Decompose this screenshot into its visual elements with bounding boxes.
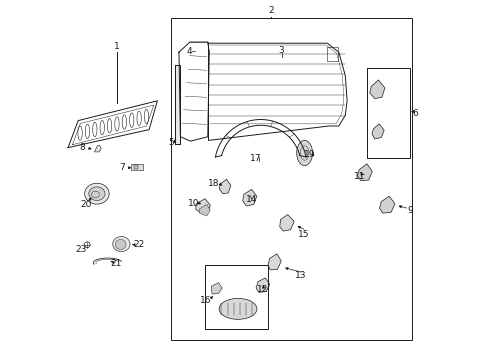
Polygon shape — [369, 80, 384, 99]
Polygon shape — [379, 196, 394, 213]
Text: 14: 14 — [245, 195, 257, 204]
Text: 10: 10 — [188, 199, 200, 208]
Bar — [134, 165, 137, 169]
Bar — [326, 47, 337, 61]
Polygon shape — [279, 215, 294, 231]
Bar — [170, 18, 411, 340]
Text: 6: 6 — [412, 109, 418, 118]
Text: 18: 18 — [208, 179, 219, 188]
Polygon shape — [267, 254, 281, 270]
Text: 4: 4 — [186, 47, 192, 56]
Text: 9: 9 — [407, 206, 412, 215]
Polygon shape — [94, 145, 101, 152]
Text: 23: 23 — [75, 245, 86, 253]
Text: 5: 5 — [168, 138, 174, 147]
Polygon shape — [211, 283, 222, 294]
Text: 17: 17 — [249, 154, 261, 163]
Text: 22: 22 — [134, 240, 145, 249]
Polygon shape — [196, 199, 210, 213]
Polygon shape — [371, 124, 384, 139]
Ellipse shape — [219, 298, 256, 319]
Ellipse shape — [115, 239, 126, 249]
Text: 15: 15 — [298, 230, 309, 239]
Bar — [131, 164, 142, 170]
Polygon shape — [357, 164, 371, 181]
Text: 12: 12 — [256, 285, 267, 294]
Polygon shape — [219, 179, 230, 194]
Polygon shape — [256, 278, 269, 292]
Text: 19: 19 — [303, 150, 314, 159]
Text: 11: 11 — [353, 172, 365, 181]
Text: 2: 2 — [268, 6, 274, 15]
Bar — [366, 68, 409, 158]
Ellipse shape — [84, 183, 109, 204]
Bar — [204, 265, 267, 329]
Text: 21: 21 — [110, 259, 121, 268]
Text: 1: 1 — [114, 42, 120, 51]
Ellipse shape — [89, 187, 105, 201]
Polygon shape — [199, 204, 210, 216]
Text: 8: 8 — [79, 143, 84, 152]
Polygon shape — [175, 65, 179, 144]
Text: 16: 16 — [200, 296, 211, 305]
Text: 7: 7 — [119, 163, 125, 172]
Ellipse shape — [113, 237, 130, 252]
Text: 3: 3 — [277, 46, 283, 55]
Text: 13: 13 — [294, 271, 305, 280]
Polygon shape — [242, 189, 256, 206]
Text: 20: 20 — [80, 200, 92, 209]
Polygon shape — [296, 140, 312, 166]
